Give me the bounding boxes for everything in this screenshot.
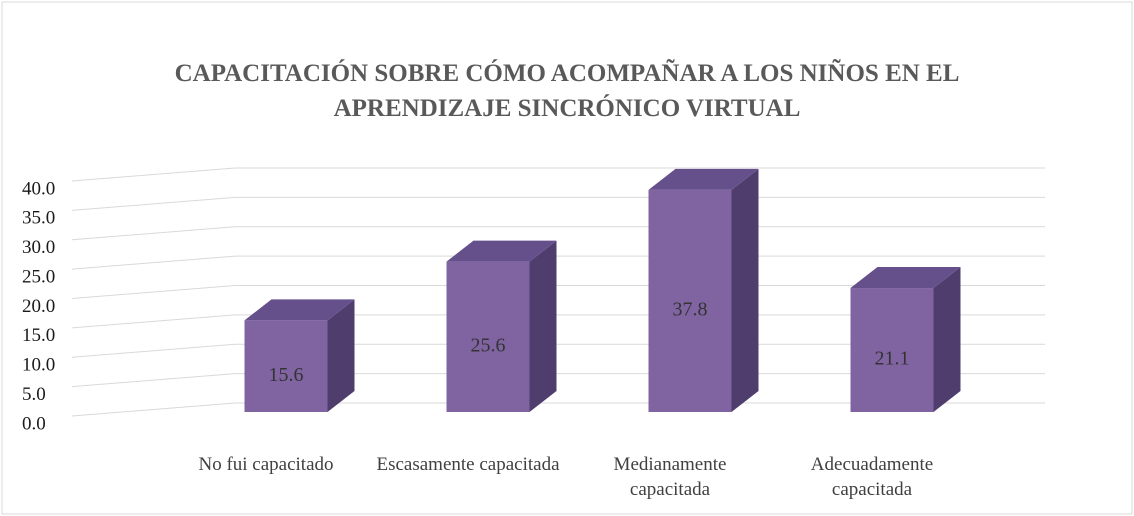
y-tick-label: 20.0 [22, 296, 55, 317]
bar-top [648, 168, 759, 190]
grid-line-side [71, 226, 236, 241]
bar-side [731, 168, 759, 412]
grid-line-side [71, 255, 236, 270]
bar-top [850, 267, 961, 289]
grid-line-side [71, 196, 236, 211]
y-tick-label: 5.0 [22, 384, 46, 405]
x-tick-label: Escasamente capacitada [376, 454, 560, 475]
bar [648, 189, 732, 412]
grid-line-side [71, 285, 236, 299]
y-tick-label: 15.0 [22, 325, 55, 346]
value-label: 15.6 [269, 364, 304, 386]
x-tick-label: Medianamente capacitada [613, 454, 727, 500]
x-tick-label: Adecuadamente capacitada [810, 454, 934, 500]
bar-side [327, 299, 355, 412]
x-tick-label: No fui capacitado [198, 454, 334, 475]
bar [850, 288, 934, 412]
y-tick-label: 25.0 [22, 266, 55, 287]
bar-side [529, 240, 557, 412]
bar-top [244, 299, 355, 321]
grid-line-side [71, 167, 236, 182]
value-label: 21.1 [875, 348, 910, 370]
grid-line-side [71, 373, 236, 388]
grid-line-side [71, 343, 236, 358]
y-tick-label: 40.0 [22, 178, 55, 199]
bar-top [446, 240, 557, 262]
y-tick-label: 35.0 [22, 208, 55, 229]
bar-side [933, 267, 961, 412]
y-tick-label: 0.0 [22, 413, 46, 434]
value-label: 25.6 [471, 334, 506, 356]
value-label: 37.8 [673, 299, 708, 321]
grid-line-side [71, 314, 236, 329]
y-tick-label: 30.0 [22, 237, 55, 258]
grid-line-side [71, 402, 236, 417]
bar [244, 320, 328, 412]
chart-title: CAPACITACIÓN SOBRE CÓMO ACOMPAÑAR A LOS … [174, 60, 960, 122]
bar [446, 261, 530, 412]
y-tick-label: 10.0 [22, 355, 55, 376]
